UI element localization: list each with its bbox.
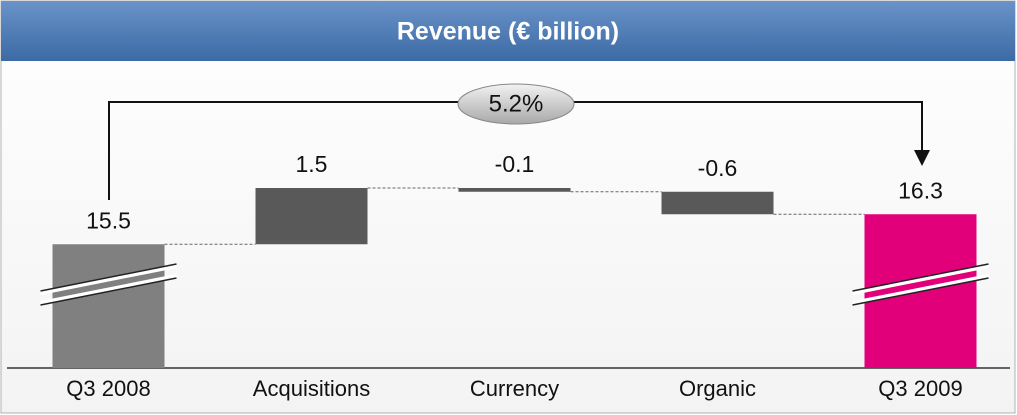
value-label: 1.5 xyxy=(296,151,328,177)
header xyxy=(1,1,1015,61)
value-label: -0.6 xyxy=(698,155,738,181)
arrow-head xyxy=(914,150,930,166)
x-tick-label: Q3 2009 xyxy=(878,376,962,401)
annotation: 5.2% xyxy=(489,90,544,117)
bar xyxy=(661,191,774,215)
x-tick-label: Organic xyxy=(679,376,756,401)
axis-break-edge xyxy=(852,277,989,306)
axis-break xyxy=(852,274,989,305)
bar xyxy=(52,244,165,368)
bar xyxy=(458,188,571,192)
x-tick-label: Acquisitions xyxy=(253,376,370,401)
value-label: 16.3 xyxy=(898,177,943,203)
axis-break xyxy=(852,264,989,295)
axis-break xyxy=(40,264,177,295)
bar xyxy=(255,188,368,245)
x-tick-label: Q3 2008 xyxy=(66,376,150,401)
axis-break-edge xyxy=(852,263,989,292)
value-label: 15.5 xyxy=(86,207,131,233)
chart-title: Revenue (€ billion) xyxy=(397,18,619,46)
x-tick-label: Currency xyxy=(470,376,559,401)
axis-break-edge xyxy=(40,263,177,292)
axis-break xyxy=(40,274,177,305)
value-label: -0.1 xyxy=(495,151,535,177)
axis-break-edge xyxy=(40,277,177,306)
annotation-oval xyxy=(457,83,575,125)
